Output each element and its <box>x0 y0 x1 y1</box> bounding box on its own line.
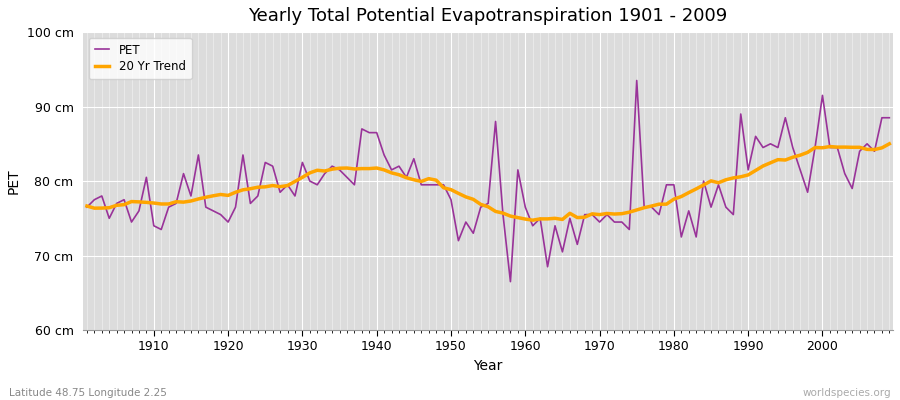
20 Yr Trend <box>884 142 895 146</box>
20 Yr Trend <box>82 204 93 208</box>
X-axis label: Year: Year <box>473 359 503 373</box>
PET <box>884 115 895 120</box>
20 Yr Trend <box>349 166 360 171</box>
PET <box>520 205 531 210</box>
Text: worldspecies.org: worldspecies.org <box>803 388 891 398</box>
20 Yr Trend <box>520 217 531 222</box>
20 Yr Trend <box>512 215 523 220</box>
Text: Latitude 48.75 Longitude 2.25: Latitude 48.75 Longitude 2.25 <box>9 388 166 398</box>
PET <box>82 205 93 210</box>
PET <box>631 78 642 83</box>
PET <box>304 179 315 184</box>
20 Yr Trend <box>527 218 538 222</box>
Y-axis label: PET: PET <box>7 168 21 194</box>
Line: 20 Yr Trend: 20 Yr Trend <box>87 144 889 220</box>
PET <box>141 175 152 180</box>
PET <box>349 182 360 187</box>
Title: Yearly Total Potential Evapotranspiration 1901 - 2009: Yearly Total Potential Evapotranspiratio… <box>248 7 728 25</box>
20 Yr Trend <box>304 170 315 175</box>
Legend: PET, 20 Yr Trend: PET, 20 Yr Trend <box>89 38 192 79</box>
PET <box>527 223 538 228</box>
20 Yr Trend <box>616 211 627 216</box>
PET <box>616 220 627 224</box>
PET <box>505 279 516 284</box>
20 Yr Trend <box>141 200 152 205</box>
Line: PET: PET <box>87 80 889 282</box>
